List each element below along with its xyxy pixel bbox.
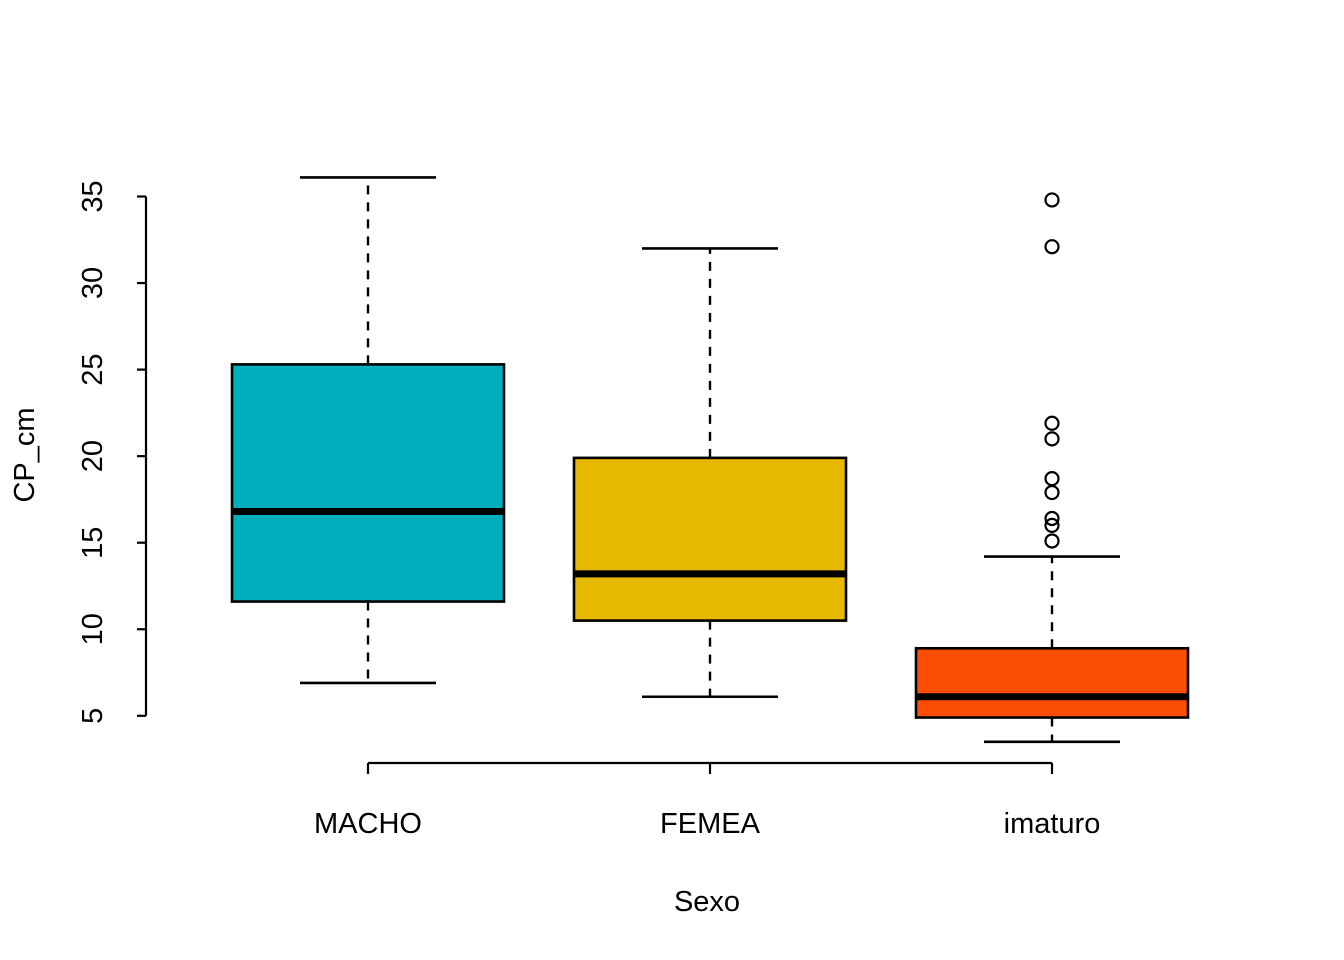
x-tick-label: FEMEA <box>660 808 761 840</box>
chart-marks: 5 10 15 20 25 30 35 MACHO FEMEA imaturo <box>77 176 1190 840</box>
y-tick-label: 30 <box>77 267 109 299</box>
y-tick-label: 35 <box>77 180 109 212</box>
x-axis-title: Sexo <box>674 886 740 918</box>
y-axis-title: CP_cm <box>9 407 41 502</box>
x-tick-label: imaturo <box>1004 808 1101 840</box>
box-FEMEA <box>572 456 848 622</box>
outlier-point <box>1044 192 1060 208</box>
outlier-point <box>1044 431 1060 447</box>
box-MACHO <box>230 363 506 603</box>
outlier-point <box>1044 533 1060 549</box>
outlier-point <box>1044 484 1060 501</box>
y-tick-label: 15 <box>77 527 109 559</box>
x-tick-label: MACHO <box>314 808 422 840</box>
y-tick-label: 25 <box>77 353 109 385</box>
outlier-point <box>1044 510 1060 527</box>
box-imaturo <box>914 646 1190 719</box>
outlier-point <box>1044 471 1060 487</box>
y-tick-label: 10 <box>77 613 109 645</box>
outlier-point <box>1044 415 1060 431</box>
outlier-point <box>1044 517 1060 533</box>
outlier-point <box>1044 239 1060 255</box>
y-tick-label: 5 <box>77 708 109 724</box>
y-tick-label: 20 <box>77 440 109 472</box>
